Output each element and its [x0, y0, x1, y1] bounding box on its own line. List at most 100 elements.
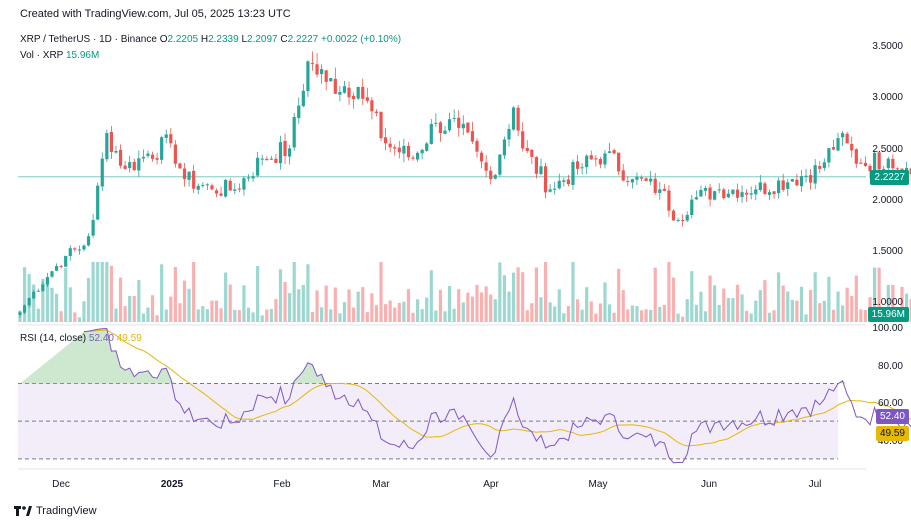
volume-bar [836, 291, 840, 322]
candle-body [210, 185, 214, 190]
candle-body [749, 193, 753, 195]
candle-body [466, 122, 470, 133]
candle-body [735, 189, 740, 198]
rsi-value: 52.40 [88, 333, 114, 344]
candle-body [137, 158, 141, 171]
candle-body [260, 158, 264, 160]
candle-body [178, 163, 182, 169]
volume-bar [484, 286, 488, 322]
rsi-tick-label: 60.00 [877, 398, 903, 409]
volume-bar [420, 309, 424, 322]
volume-bar [288, 293, 292, 322]
open-value: 2.2205 [167, 34, 199, 45]
volume-bar [603, 282, 607, 322]
volume-bar [228, 284, 232, 322]
candle-body [461, 123, 465, 129]
volume-bar [32, 284, 36, 322]
candle-body [288, 148, 292, 157]
candle-body [59, 266, 63, 268]
candle-body [639, 177, 644, 179]
volume-bar [671, 277, 676, 322]
volume-bar [278, 269, 283, 322]
volume-bar [374, 305, 379, 322]
volume-bar [809, 290, 813, 322]
candle-body [374, 111, 379, 114]
volume-bar [438, 289, 443, 322]
volume-bar [315, 290, 319, 322]
candle-body [909, 168, 911, 175]
symbol-name: XRP / TetherUS · 1D · Binance [20, 34, 157, 45]
candle-body [77, 249, 82, 251]
volume-bar [799, 286, 804, 322]
candle-body [804, 175, 808, 177]
candle-body [740, 192, 744, 198]
close-value: 2.2227 [287, 34, 319, 45]
volume-bar [900, 286, 904, 322]
volume-bar [717, 305, 721, 322]
rsi-tick-label: 80.00 [877, 361, 903, 372]
candle-body [786, 182, 790, 189]
candle-body [91, 220, 95, 236]
candle-body [777, 180, 781, 194]
tradingview-branding[interactable]: TradingView [14, 505, 97, 517]
volume-bar [109, 265, 113, 322]
volume-bar [415, 299, 420, 322]
candle-body [690, 199, 694, 216]
volume-bar [703, 311, 708, 322]
tradingview-logo-icon [14, 505, 32, 516]
candle-body [333, 78, 337, 94]
candle-body [790, 179, 794, 182]
candle-body [256, 157, 260, 176]
volume-bar [566, 305, 570, 322]
candle-body [18, 312, 22, 316]
volume-bar [64, 267, 68, 322]
candle-body [685, 214, 689, 221]
volume-bar [356, 291, 360, 322]
volume-bar [822, 300, 826, 322]
volume-bar [841, 305, 845, 322]
candle-body [269, 158, 273, 160]
candle-body [658, 189, 662, 193]
candle-body [580, 167, 584, 169]
candle-body [192, 170, 196, 189]
volume-bar [379, 262, 383, 322]
candle-body [781, 180, 785, 190]
candle-body [603, 153, 607, 165]
volume-bar [210, 300, 214, 322]
volume-bar [352, 307, 356, 322]
candle-body [274, 158, 278, 164]
rsi-overbought-fill [20, 328, 911, 384]
candle-body [854, 149, 858, 164]
candle-body [365, 97, 369, 101]
candle-body [548, 189, 552, 192]
rsi-tick-label: 40.00 [877, 436, 903, 447]
candle-body [877, 152, 881, 170]
candle-body [612, 150, 616, 154]
volume-bar [653, 267, 657, 322]
volume-bar [543, 262, 548, 322]
candle-body [713, 191, 717, 200]
volume-bar [872, 267, 877, 322]
x-tick-label: Jun [700, 479, 718, 490]
volume-bar [534, 267, 539, 322]
candle-body [233, 189, 237, 191]
volume-bar [187, 288, 191, 322]
volume-bar [804, 314, 808, 322]
candle-body [649, 178, 653, 182]
candle-body [429, 123, 433, 144]
price-tick-label: 2.5000 [872, 144, 903, 155]
volume-bar [649, 309, 653, 322]
candle-body [859, 162, 863, 164]
candle-body [324, 70, 328, 82]
candle-body [246, 177, 251, 179]
candle-body [292, 117, 296, 148]
volume-bar [763, 280, 767, 322]
candle-body [315, 64, 319, 75]
candle-body [196, 185, 200, 190]
candle-body [27, 298, 31, 306]
volume-bar [169, 296, 173, 322]
candle-body [681, 220, 685, 222]
candle-body [617, 152, 621, 172]
candle-body [836, 138, 840, 151]
